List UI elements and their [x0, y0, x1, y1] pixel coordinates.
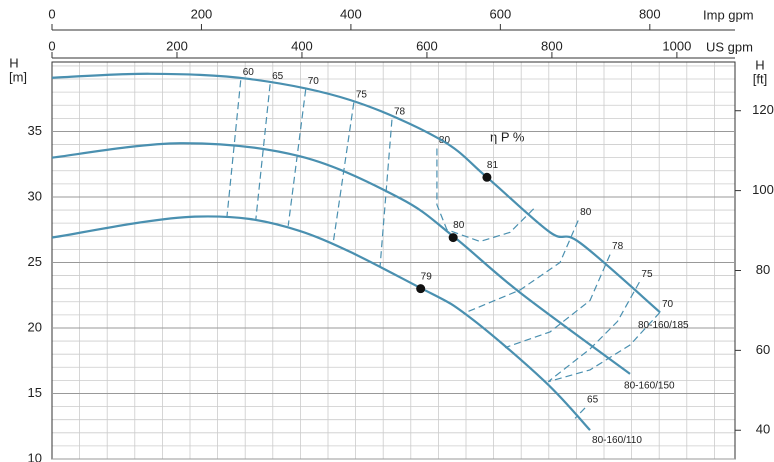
efficiency-label: 65 [587, 395, 599, 406]
efficiency-label: 78 [394, 106, 406, 117]
efficiency-line [332, 102, 355, 243]
best-point-label: 80 [453, 220, 465, 231]
x2-axis-label: Imp gpm [703, 7, 754, 22]
head-curve [51, 142, 631, 375]
x2-tick-label: 600 [490, 6, 512, 21]
x2-tick-label: 400 [340, 6, 362, 21]
x-axis-label: US gpm [706, 39, 753, 54]
x-tick-label: 400 [291, 38, 313, 53]
y2-tick-label: 120 [752, 102, 774, 117]
y-tick-label: 25 [28, 254, 42, 269]
efficiency-line [504, 254, 611, 349]
x-tick-label: 1000 [662, 38, 691, 53]
x2-tick-label: 0 [48, 6, 55, 21]
efficiency-line [379, 119, 393, 267]
y2-axis-unit: [ft] [753, 71, 767, 86]
y-tick-label: 10 [28, 450, 42, 462]
y2-tick-label: 60 [756, 342, 770, 357]
head-curve [51, 215, 591, 431]
x-tick-label: 600 [416, 38, 438, 53]
efficiency-line [547, 281, 640, 383]
efficiency-annotation: η P % [490, 129, 525, 144]
efficiency-label: 80 [580, 207, 592, 218]
y2-tick-label: 40 [756, 422, 770, 437]
y-tick-label: 20 [28, 319, 42, 334]
x-tick-label: 800 [541, 38, 563, 53]
efficiency-label: 75 [356, 89, 368, 100]
y2-tick-label: 100 [752, 182, 774, 197]
y-axis-label: H [9, 55, 18, 70]
head-curve [51, 72, 661, 314]
x2-tick-label: 200 [191, 6, 213, 21]
efficiency-line [436, 148, 536, 243]
efficiency-line [547, 311, 661, 383]
efficiency-line [226, 80, 242, 217]
efficiency-label: 70 [308, 76, 320, 87]
y-tick-label: 15 [28, 385, 42, 400]
efficiency-label: 65 [272, 71, 284, 82]
efficiency-line [287, 89, 307, 226]
curve-label: 80-160/110 [592, 435, 642, 446]
plot-frame [51, 61, 736, 460]
best-point [416, 284, 426, 294]
x2-tick-label: 800 [639, 6, 661, 21]
best-point-label: 81 [487, 160, 499, 171]
efficiency-line [255, 84, 271, 221]
y-axis-unit: [m] [9, 69, 27, 84]
efficiency-line [462, 220, 579, 315]
efficiency-label: 70 [662, 299, 674, 310]
y-tick-label: 30 [28, 188, 42, 203]
y2-axis-label: H [755, 57, 764, 72]
best-point [448, 233, 458, 243]
curve-label: 80-160/185 [638, 320, 689, 331]
best-point [482, 172, 492, 182]
best-point-label: 79 [421, 271, 433, 282]
x-tick-label: 200 [166, 38, 188, 53]
efficiency-label: 80 [439, 135, 451, 146]
y2-tick-label: 80 [756, 262, 770, 277]
efficiency-label: 60 [243, 67, 255, 78]
curve-label: 80-160/150 [624, 380, 675, 391]
efficiency-label: 78 [612, 241, 624, 252]
efficiency-label: 75 [641, 269, 653, 280]
y-tick-label: 35 [28, 123, 42, 138]
x-tick-label: 0 [48, 38, 55, 53]
